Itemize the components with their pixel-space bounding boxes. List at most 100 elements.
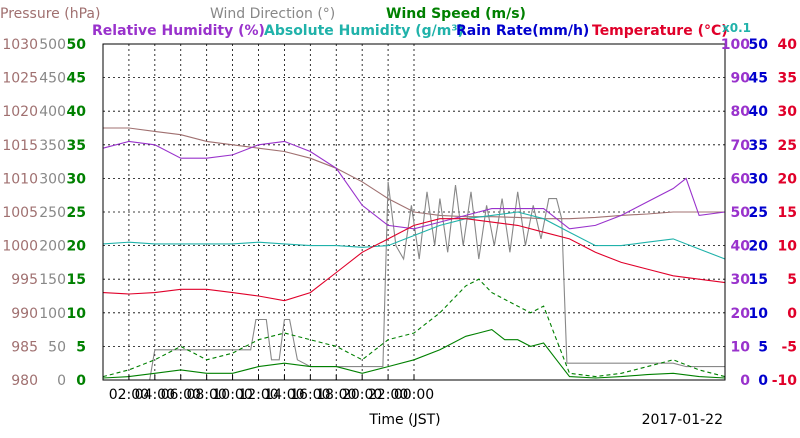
series-line-wind-direction bbox=[103, 181, 725, 381]
axis-layer: 02:0004:0006:0008:0010:0012:0014:0016:00… bbox=[2, 37, 797, 403]
legend-absolute-humidity: Absolute Humidity (g/m³) bbox=[264, 23, 464, 39]
x-tick-label: 16:00 bbox=[290, 387, 330, 403]
y-tick-label-rain-rate: 50 bbox=[749, 37, 769, 53]
y-tick-label-temperature: 25 bbox=[778, 138, 797, 154]
y-tick-label-pressure: 1000 bbox=[2, 239, 38, 255]
y-tick-label-rain-rate: 5 bbox=[758, 339, 768, 355]
y-tick-label-wind-direction: 250 bbox=[39, 205, 66, 221]
x-tick-label: 14:00 bbox=[264, 387, 304, 403]
y-tick-label-pressure: 980 bbox=[11, 373, 38, 389]
y-tick-label-temperature: 5 bbox=[787, 272, 797, 288]
x-tick-label: 02:00 bbox=[109, 387, 149, 403]
y-tick-label-wind-direction: 100 bbox=[39, 306, 66, 322]
y-tick-label-pressure: 985 bbox=[11, 339, 38, 355]
legend-wind-direction: Wind Direction (°) bbox=[210, 6, 335, 22]
y-tick-label-temperature: 10 bbox=[778, 239, 798, 255]
y-tick-label-humidity: 80 bbox=[731, 104, 751, 120]
legend-layer: Pressure (hPa) Wind Direction (°) Wind S… bbox=[0, 6, 751, 39]
y-tick-label-humidity: 60 bbox=[731, 171, 751, 187]
y-tick-label-pressure: 990 bbox=[11, 306, 38, 322]
y-tick-label-wind-speed: 10 bbox=[67, 306, 87, 322]
y-tick-label-pressure: 1030 bbox=[2, 37, 38, 53]
legend-relative-humidity: Relative Humidity (%) bbox=[92, 23, 265, 39]
legend-temperature: Temperature (°C) bbox=[592, 23, 728, 39]
y-tick-label-pressure: 1025 bbox=[2, 71, 38, 87]
y-tick-label-temperature: 30 bbox=[778, 104, 798, 120]
y-tick-label-humidity: 90 bbox=[731, 71, 751, 87]
y-tick-label-temperature: 20 bbox=[778, 171, 798, 187]
y-tick-label-wind-speed: 25 bbox=[67, 205, 86, 221]
series-line-absolute-humidity-g-m bbox=[102, 211, 726, 260]
y-tick-label-rain-rate: 40 bbox=[749, 104, 769, 120]
legend-pressure: Pressure (hPa) bbox=[0, 6, 100, 22]
y-tick-label-wind-speed: 0 bbox=[76, 373, 86, 389]
y-tick-label-humidity: 0 bbox=[740, 373, 750, 389]
y-tick-label-temperature: 35 bbox=[778, 71, 797, 87]
y-tick-label-pressure: 1020 bbox=[2, 104, 38, 120]
y-tick-label-rain-rate: 10 bbox=[749, 306, 769, 322]
legend-wind-speed: Wind Speed (m/s) bbox=[386, 6, 526, 22]
y-tick-label-humidity: 10 bbox=[731, 339, 751, 355]
y-tick-label-temperature: 0 bbox=[787, 306, 797, 322]
x-axis-label: Time (JST) bbox=[368, 412, 440, 428]
chart-date: 2017-01-22 bbox=[642, 412, 723, 428]
y-tick-label-pressure: 1010 bbox=[2, 171, 38, 187]
series-line-wind-speed-m-s bbox=[102, 328, 726, 379]
y-tick-label-humidity: 40 bbox=[731, 239, 751, 255]
y-tick-label-wind-direction: 450 bbox=[39, 71, 66, 87]
y-tick-label-pressure: 1005 bbox=[2, 205, 38, 221]
y-tick-label-wind-speed: 20 bbox=[67, 239, 87, 255]
y-tick-label-temperature: 40 bbox=[778, 37, 798, 53]
y-tick-label-humidity: 70 bbox=[731, 138, 751, 154]
y-tick-label-wind-speed: 15 bbox=[67, 272, 86, 288]
y-tick-label-humidity: 100 bbox=[721, 37, 750, 53]
y-tick-label-pressure: 995 bbox=[11, 272, 38, 288]
series-line-relative-humidity bbox=[102, 140, 726, 230]
y-tick-label-rain-rate: 20 bbox=[749, 239, 769, 255]
series-line-wind-speed-gust bbox=[102, 278, 726, 378]
y-tick-label-temperature: 15 bbox=[778, 205, 797, 221]
legend-scale-note: x0.1 bbox=[722, 21, 751, 35]
y-tick-label-wind-direction: 50 bbox=[48, 339, 66, 355]
x-tick-label: 22:00 bbox=[368, 387, 408, 403]
y-tick-label-humidity: 30 bbox=[731, 272, 751, 288]
y-tick-label-wind-speed: 45 bbox=[67, 71, 86, 87]
series-line-temperature-c bbox=[102, 218, 726, 302]
y-tick-label-rain-rate: 35 bbox=[749, 138, 768, 154]
x-tick-label: 04:00 bbox=[135, 387, 175, 403]
y-tick-label-temperature: -5 bbox=[781, 339, 797, 355]
series-layer bbox=[102, 127, 726, 381]
x-tick-label: 06:00 bbox=[161, 387, 201, 403]
grid-layer bbox=[103, 44, 725, 380]
y-tick-label-wind-direction: 300 bbox=[39, 171, 66, 187]
x-tick-label: 08:00 bbox=[186, 387, 226, 403]
x-tick-label: 12:00 bbox=[238, 387, 278, 403]
y-tick-label-wind-speed: 40 bbox=[67, 104, 87, 120]
y-tick-label-wind-speed: 30 bbox=[67, 171, 87, 187]
y-tick-label-wind-direction: 350 bbox=[39, 138, 66, 154]
y-tick-label-rain-rate: 0 bbox=[758, 373, 768, 389]
y-tick-label-temperature: -10 bbox=[772, 373, 798, 389]
y-tick-label-wind-direction: 400 bbox=[39, 104, 66, 120]
y-tick-label-rain-rate: 45 bbox=[749, 71, 768, 87]
y-tick-label-humidity: 50 bbox=[731, 205, 751, 221]
x-tick-label: 18:00 bbox=[316, 387, 356, 403]
y-tick-label-humidity: 20 bbox=[731, 306, 751, 322]
x-tick-label: 10:00 bbox=[212, 387, 252, 403]
y-tick-label-wind-speed: 35 bbox=[67, 138, 86, 154]
y-tick-label-rain-rate: 30 bbox=[749, 171, 769, 187]
x-tick-label: 20:00 bbox=[342, 387, 382, 403]
y-tick-label-wind-speed: 5 bbox=[76, 339, 86, 355]
x-tick-label: 00:00 bbox=[394, 387, 434, 403]
legend-rain-rate: Rain Rate(mm/h) bbox=[456, 23, 589, 39]
y-tick-label-wind-direction: 150 bbox=[39, 272, 66, 288]
y-tick-label-wind-direction: 500 bbox=[39, 37, 66, 53]
y-tick-label-wind-direction: 200 bbox=[39, 239, 66, 255]
y-tick-label-wind-speed: 50 bbox=[67, 37, 87, 53]
y-tick-label-wind-direction: 0 bbox=[57, 373, 66, 389]
y-tick-label-pressure: 1015 bbox=[2, 138, 38, 154]
y-tick-label-rain-rate: 25 bbox=[749, 205, 768, 221]
y-tick-label-rain-rate: 15 bbox=[749, 272, 768, 288]
